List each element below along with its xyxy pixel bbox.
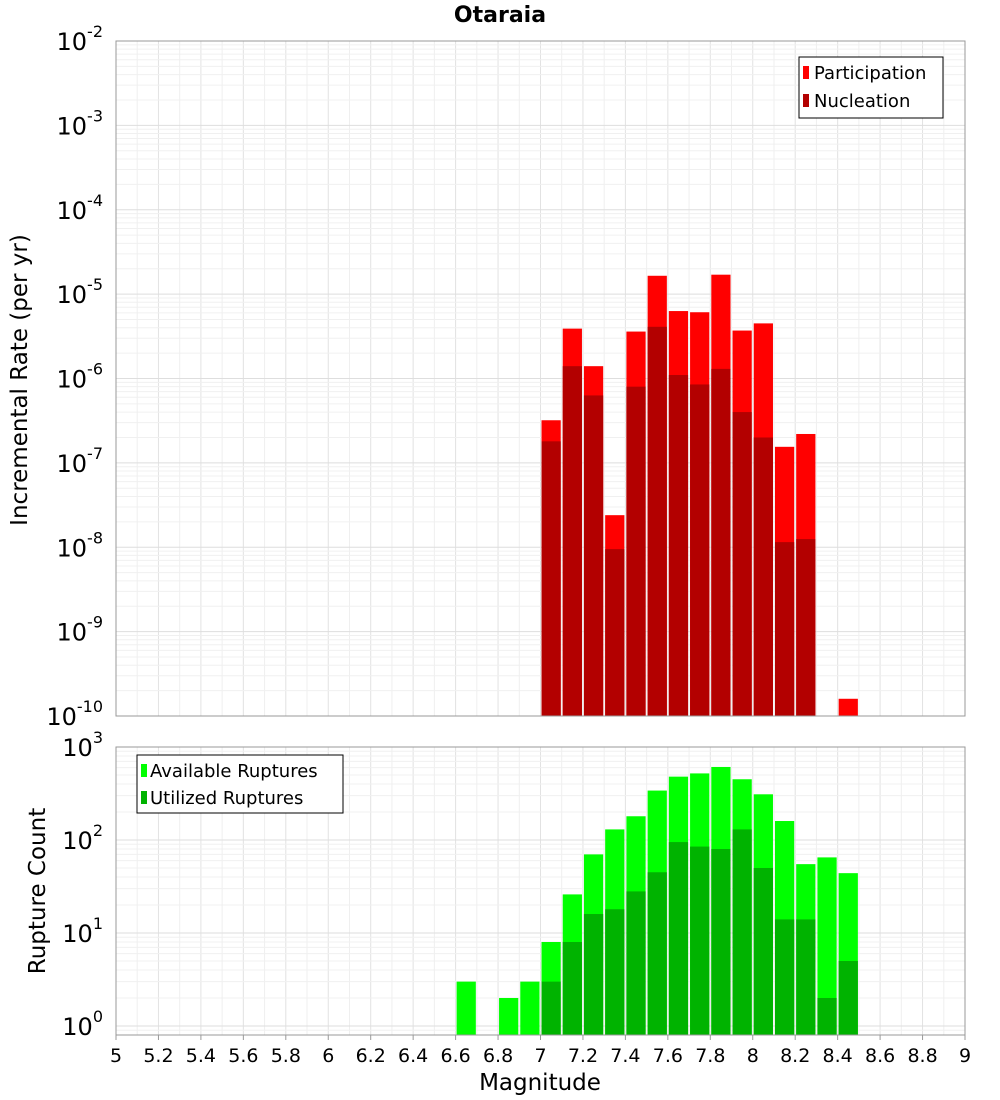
bar-utilized-ruptures	[817, 997, 837, 1035]
bar-utilized-ruptures	[668, 842, 689, 1035]
bottom-y-axis-label: Rupture Count	[25, 808, 51, 974]
bottom-panel: 100 101 102 103 5 5.2 5.4 5.6 5.8 6 6.2 6.4 6.6 6.8 7…	[25, 728, 971, 1096]
bottom-y-tick-label: 102	[62, 821, 103, 855]
x-tick-label: 6	[322, 1045, 334, 1067]
chart-title: Otaraia	[454, 3, 546, 28]
bar-utilized-ruptures	[774, 919, 795, 1035]
bar-nucleation	[605, 549, 625, 716]
bar-utilized-ruptures	[605, 909, 625, 1035]
x-tick-label: 5.4	[186, 1045, 216, 1067]
bar-nucleation	[711, 368, 731, 716]
x-tick-label: 8.2	[780, 1045, 810, 1067]
bar-utilized-ruptures	[690, 846, 710, 1035]
bar-available-ruptures	[817, 857, 837, 1035]
top-plot-frame	[115, 40, 966, 717]
x-tick-label: 6.6	[440, 1045, 470, 1067]
bar-utilized-ruptures	[562, 942, 582, 1035]
x-tick-label: 5.2	[143, 1045, 173, 1067]
x-tick-label: 8.6	[865, 1045, 895, 1067]
legend-label-available-ruptures: Available Ruptures	[150, 761, 318, 782]
legend-label-participation: Participation	[814, 63, 926, 84]
bar-nucleation	[583, 395, 604, 716]
top-y-tick-label: 10-4	[57, 191, 104, 225]
x-tick-label: 5.6	[228, 1045, 258, 1067]
x-tick-label: 7.6	[653, 1045, 683, 1067]
legend-swatch-participation	[803, 66, 809, 79]
bar-available-ruptures	[499, 997, 519, 1035]
bar-nucleation	[796, 539, 816, 716]
top-y-tick-label: 10-10	[46, 697, 103, 731]
bar-utilized-ruptures	[753, 867, 773, 1035]
top-bars	[541, 274, 858, 716]
bar-nucleation	[668, 375, 689, 716]
bar-utilized-ruptures	[796, 919, 816, 1035]
top-legend: Participation Nucleation	[798, 56, 944, 119]
bar-utilized-ruptures	[838, 960, 858, 1035]
bottom-x-ticks: 5 5.2 5.4 5.6 5.8 6 6.2 6.4 6.6 6.8 7 7.2 7.4 7.6 7.8 8…	[110, 1035, 971, 1067]
top-y-tick-label: 10-6	[57, 360, 104, 394]
bar-nucleation	[647, 326, 667, 716]
x-tick-label: 8	[747, 1045, 759, 1067]
x-tick-label: 8.8	[907, 1045, 937, 1067]
bar-utilized-ruptures	[647, 872, 667, 1035]
top-y-ticks: 10-10 10-9 10-8 10-7 10-6 10-5 10-4 10-3 10-2	[46, 22, 103, 731]
bar-utilized-ruptures	[583, 914, 604, 1035]
bottom-legend: Available Ruptures Utilized Ruptures	[136, 754, 344, 814]
legend-swatch-utilized-ruptures	[141, 791, 147, 804]
x-tick-label: 5	[110, 1045, 122, 1067]
bar-available-ruptures	[520, 981, 540, 1035]
bar-nucleation	[626, 386, 646, 716]
x-tick-label: 6.2	[356, 1045, 386, 1067]
legend-label-utilized-ruptures: Utilized Ruptures	[150, 788, 303, 809]
top-y-tick-label: 10-7	[57, 444, 104, 478]
bar-utilized-ruptures	[711, 849, 731, 1035]
top-y-tick-label: 10-3	[57, 106, 104, 140]
bar-utilized-ruptures	[541, 981, 561, 1035]
legend-label-nucleation: Nucleation	[814, 91, 910, 112]
bar-nucleation	[541, 441, 561, 716]
bar-nucleation	[732, 412, 752, 716]
bar-nucleation	[690, 384, 710, 716]
bottom-bars	[456, 766, 858, 1035]
top-y-tick-label: 10-5	[57, 275, 104, 309]
bar-nucleation	[753, 437, 773, 716]
top-panel: 10-10 10-9 10-8 10-7 10-6 10-5 10-4 10-3 10-2 In…	[7, 22, 966, 731]
x-tick-label: 7.8	[695, 1045, 725, 1067]
top-legend-box	[798, 56, 944, 119]
x-tick-label: 5.8	[271, 1045, 301, 1067]
bottom-y-tick-label: 101	[62, 914, 103, 948]
bar-utilized-ruptures	[626, 891, 646, 1035]
x-tick-label: 7	[534, 1045, 546, 1067]
top-y-tick-label: 10-8	[57, 528, 104, 562]
x-axis-label: Magnitude	[479, 1070, 601, 1096]
x-tick-label: 7.2	[568, 1045, 598, 1067]
top-grid	[115, 41, 966, 717]
x-tick-label: 9	[959, 1045, 971, 1067]
bottom-y-tick-label: 103	[62, 728, 103, 762]
x-tick-label: 7.4	[610, 1045, 640, 1067]
bottom-y-tick-label: 100	[62, 1007, 103, 1041]
bottom-legend-box	[136, 754, 344, 814]
x-tick-label: 6.8	[483, 1045, 513, 1067]
bar-available-ruptures	[456, 981, 476, 1035]
x-tick-label: 8.4	[823, 1045, 853, 1067]
x-tick-label: 6.4	[398, 1045, 428, 1067]
top-y-tick-label: 10-2	[57, 22, 104, 56]
bar-participation	[838, 698, 858, 716]
legend-swatch-nucleation	[803, 94, 809, 107]
bottom-y-ticks: 100 101 102 103	[62, 728, 103, 1041]
bar-nucleation	[774, 542, 795, 716]
bar-nucleation	[562, 366, 582, 716]
legend-swatch-available-ruptures	[141, 764, 147, 777]
bar-utilized-ruptures	[732, 829, 752, 1035]
top-y-axis-label: Incremental Rate (per yr)	[7, 234, 33, 526]
top-y-tick-label: 10-9	[57, 613, 104, 647]
